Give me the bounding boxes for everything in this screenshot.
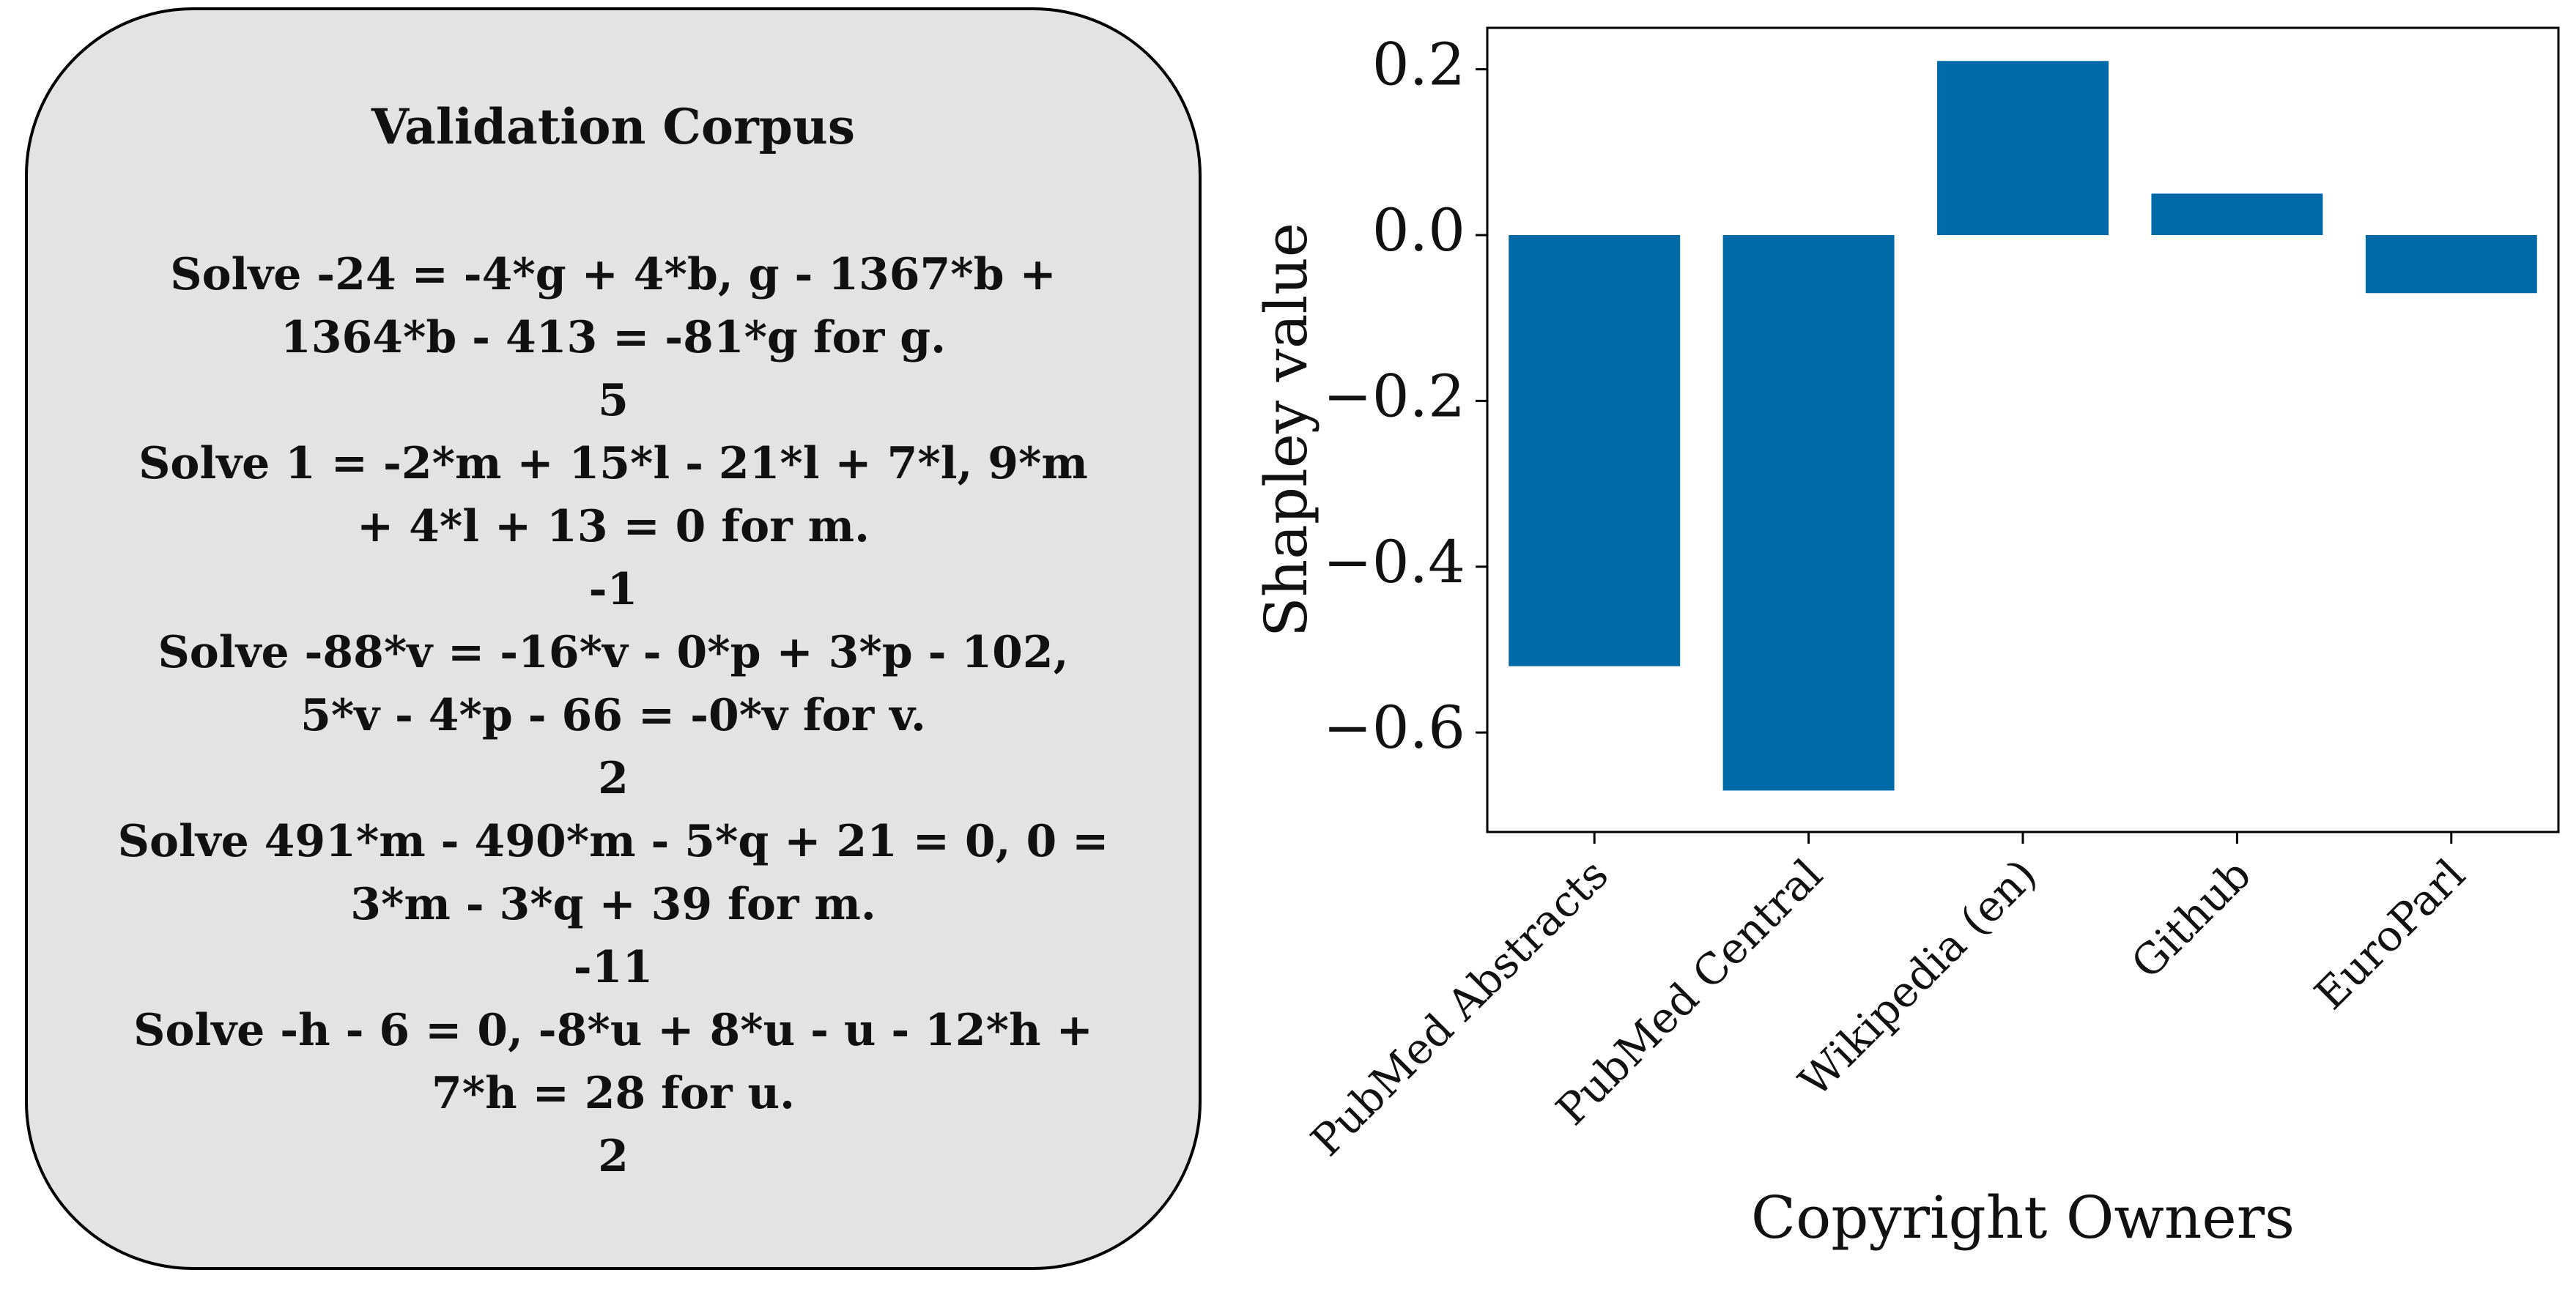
bar bbox=[1937, 61, 2109, 235]
corpus-item: Solve 491*m - 490*m - 5*q + 21 = 0, 0 = … bbox=[116, 810, 1111, 999]
x-tick-label: EuroParl bbox=[2305, 850, 2475, 1019]
corpus-list: Solve -24 = -4*g + 4*b, g - 1367*b + 136… bbox=[116, 243, 1111, 1188]
corpus-question: Solve -h - 6 = 0, -8*u + 8*u - u - 12*h … bbox=[133, 1005, 1093, 1119]
bars-layer bbox=[1509, 61, 2537, 791]
x-axis-label: Copyright Owners bbox=[1751, 1184, 2295, 1252]
y-tick-label: 0.0 bbox=[1372, 196, 1465, 264]
corpus-question: Solve -88*v = -16*v - 0*p + 3*p - 102, 5… bbox=[158, 627, 1069, 741]
bar bbox=[2365, 234, 2537, 294]
corpus-answer: -11 bbox=[573, 942, 654, 993]
corpus-answer: -1 bbox=[588, 564, 638, 615]
corpus-item: Solve 1 = -2*m + 15*l - 21*l + 7*l, 9*m … bbox=[116, 432, 1111, 621]
corpus-question: Solve -24 = -4*g + 4*b, g - 1367*b + 136… bbox=[170, 249, 1056, 363]
y-tick-label: −0.2 bbox=[1323, 362, 1465, 430]
y-tick-label: 0.2 bbox=[1372, 31, 1465, 99]
corpus-question: Solve 1 = -2*m + 15*l - 21*l + 7*l, 9*m … bbox=[138, 438, 1088, 552]
corpus-answer: 2 bbox=[598, 1131, 629, 1182]
y-tick-label: −0.6 bbox=[1323, 694, 1465, 762]
bar bbox=[1722, 234, 1895, 791]
corpus-item: Solve -h - 6 = 0, -8*u + 8*u - u - 12*h … bbox=[116, 999, 1111, 1188]
y-axis: 0.2 0.0 −0.2 −0.4 −0.6 bbox=[1323, 31, 1487, 762]
corpus-item: Solve -88*v = -16*v - 0*p + 3*p - 102, 5… bbox=[116, 621, 1111, 810]
validation-corpus-card: Validation Corpus Solve -24 = -4*g + 4*b… bbox=[25, 7, 1202, 1270]
corpus-answer: 2 bbox=[598, 753, 629, 804]
y-axis-label: Shapley value bbox=[1252, 223, 1320, 637]
corpus-item: Solve -24 = -4*g + 4*b, g - 1367*b + 136… bbox=[116, 243, 1111, 432]
bar bbox=[2151, 193, 2323, 235]
y-tick-label: −0.4 bbox=[1323, 528, 1465, 596]
bar bbox=[1509, 234, 1681, 666]
corpus-answer: 5 bbox=[598, 375, 629, 426]
corpus-title: Validation Corpus bbox=[371, 98, 856, 155]
x-tick-label: Github bbox=[2122, 850, 2261, 989]
corpus-question: Solve 491*m - 490*m - 5*q + 21 = 0, 0 = … bbox=[117, 816, 1109, 930]
